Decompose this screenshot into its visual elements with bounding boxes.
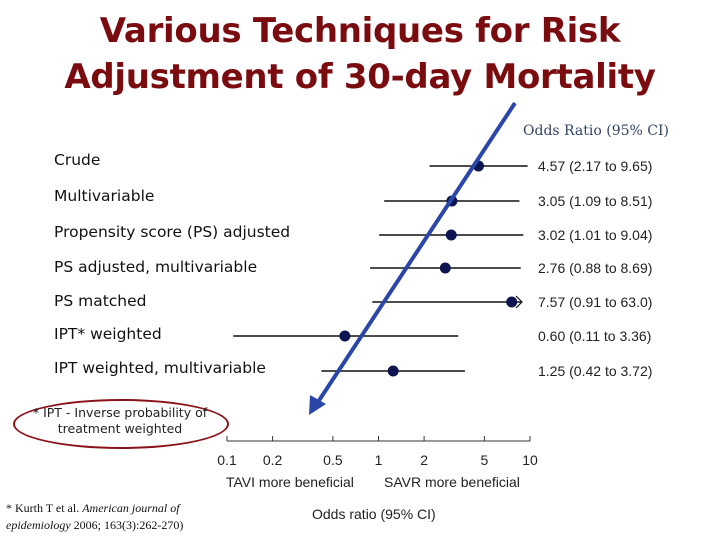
or-value-label: 0.60 (0.11 to 3.36) bbox=[538, 328, 651, 344]
slide-title: Various Techniques for Risk Adjustment o… bbox=[0, 8, 720, 100]
x-tick-label: 2 bbox=[420, 452, 428, 468]
point-estimate bbox=[387, 365, 399, 377]
x-tick-label: 1 bbox=[375, 452, 383, 468]
row-label: PS adjusted, multivariable bbox=[54, 258, 258, 276]
point-estimate bbox=[445, 229, 457, 241]
x-axis-label: Odds ratio (95% CI) bbox=[312, 506, 436, 522]
x-tick-label: 0.5 bbox=[323, 452, 343, 468]
footnote-oval bbox=[13, 399, 229, 449]
odds-ratio-header: Odds Ratio (95% CI) bbox=[523, 123, 669, 139]
trend-arrow-head bbox=[309, 395, 326, 415]
title-line-1: Various Techniques for Risk bbox=[99, 11, 621, 51]
x-tick-label: 0.1 bbox=[217, 452, 237, 468]
or-value-label: 2.76 (0.88 to 8.69) bbox=[538, 260, 652, 276]
ci-truncation-arrow bbox=[515, 295, 523, 309]
row-label: Multivariable bbox=[54, 187, 155, 205]
row-label: IPT* weighted bbox=[54, 325, 162, 343]
tavi-annotation: TAVI more beneficial bbox=[226, 474, 354, 490]
row-label: PS matched bbox=[54, 292, 147, 310]
citation-journal: American journal of epidemiology bbox=[6, 501, 180, 532]
row-label: Crude bbox=[54, 151, 101, 169]
trend-arrow-line bbox=[316, 101, 517, 404]
or-value-label: 3.02 (1.01 to 9.04) bbox=[538, 227, 652, 243]
citation-prefix: * Kurth T et al. bbox=[6, 501, 83, 515]
or-value-label: 4.57 (2.17 to 9.65) bbox=[538, 158, 652, 174]
or-value-label: 3.05 (1.09 to 8.51) bbox=[538, 193, 652, 209]
point-estimate bbox=[339, 330, 351, 342]
citation-suffix: 2006; 163(3):262-270) bbox=[70, 518, 184, 532]
point-estimate bbox=[439, 262, 451, 274]
savr-annotation: SAVR more beneficial bbox=[384, 474, 520, 490]
x-tick-label: 10 bbox=[522, 452, 538, 468]
point-estimate bbox=[506, 296, 518, 308]
row-label: Propensity score (PS) adjusted bbox=[54, 223, 291, 241]
title-line-2: Adjustment of 30-day Mortality bbox=[64, 57, 656, 97]
or-value-label: 7.57 (0.91 to 63.0) bbox=[538, 294, 652, 310]
footnote-text: * IPT - Inverse probability of treatment… bbox=[32, 405, 208, 436]
x-tick-label: 5 bbox=[480, 452, 488, 468]
or-value-label: 1.25 (0.42 to 3.72) bbox=[538, 363, 652, 379]
citation: * Kurth T et al. American journal of epi… bbox=[6, 500, 216, 534]
row-label: IPT weighted, multivariable bbox=[54, 359, 266, 377]
x-tick-label: 0.2 bbox=[263, 452, 283, 468]
